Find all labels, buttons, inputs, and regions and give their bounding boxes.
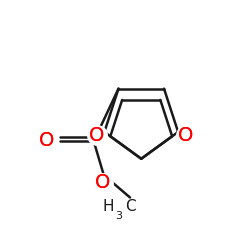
Text: C: C: [125, 199, 136, 214]
Text: H: H: [102, 199, 114, 214]
Text: O: O: [38, 131, 54, 150]
Text: O: O: [38, 131, 54, 150]
Text: O: O: [95, 173, 110, 192]
Text: O: O: [178, 126, 194, 144]
Text: O: O: [178, 126, 194, 144]
Text: O: O: [89, 126, 104, 144]
Text: 3: 3: [115, 211, 122, 221]
Text: O: O: [89, 126, 104, 144]
Text: O: O: [95, 173, 110, 192]
